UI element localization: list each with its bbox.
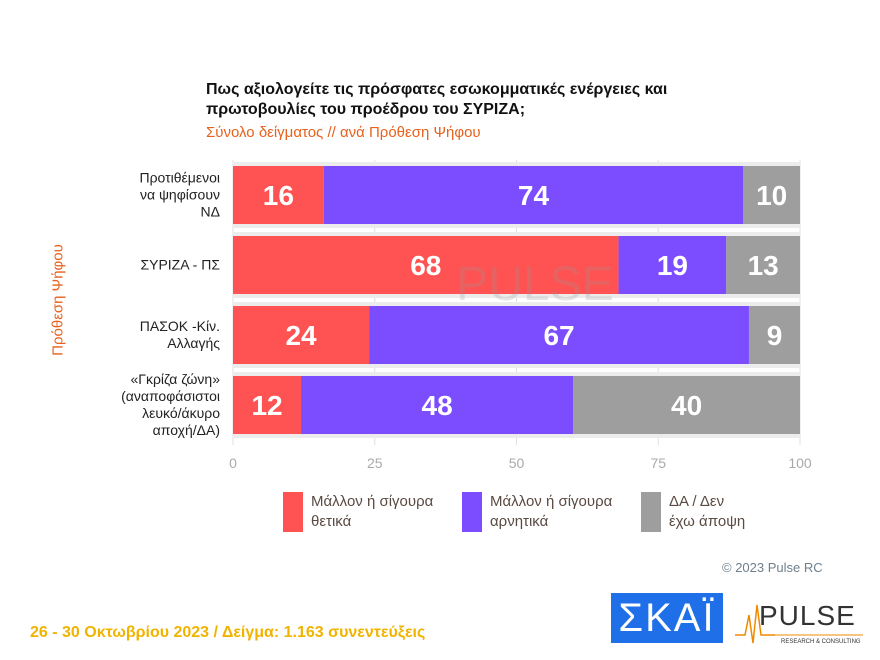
x-tick-label: 75 [650,455,666,471]
bar-segment [618,236,727,294]
bar-segment [743,166,800,224]
footer-date-sample: 26 - 30 Οκτωβρίου 2023 / Δείγμα: 1.163 σ… [30,624,426,641]
legend-swatch [641,492,661,532]
category-label: ΠΑΣΟΚ -Κίν. Αλλαγής [140,318,220,352]
bar-segment [233,236,619,294]
x-tick-label: 100 [788,455,812,471]
category-label-line: λευκό/άκυρο [142,405,220,421]
legend-label-line: Μάλλον ή σίγουρα [311,493,434,510]
x-tick-label: 25 [367,455,383,471]
data-label: 16 [263,180,294,211]
legend-label: Μάλλον ή σίγουρα θετικά [311,492,433,532]
pulse-logo: PULSE RESEARCH & CONSULTING [735,600,863,645]
legend-item: Μάλλον ή σίγουρα θετικά [283,492,433,532]
category-label-line: Αλλαγής [167,335,220,351]
category-label-line: (αναποφάσιστοι [121,388,220,404]
legend-swatch [462,492,482,532]
category-label-line: ΝΔ [200,203,220,220]
category-label: Προτιθέμενοι να ψηφίσουν ΝΔ [139,170,220,221]
data-label: 67 [543,320,574,351]
legend-label: ΔΑ / Δεν έχω άποψη [669,492,745,532]
legend-item: Μάλλον ή σίγουρα αρνητικά [462,492,612,532]
bar-segment [323,166,744,224]
x-tick-label: 50 [509,455,525,471]
svg-text:RESEARCH & CONSULTING: RESEARCH & CONSULTING [781,639,861,645]
legend-label-line: Μάλλον ή σίγουρα [490,493,613,510]
bar-segment [233,166,324,224]
chart-plot: 0 25 50 75 100 16 74 10 68 19 13 24 67 9 12 48 40 PULSE [229,160,812,471]
bar-segment [369,306,749,364]
data-label: 24 [285,320,317,351]
data-label: 12 [251,390,282,421]
bar-segment [233,376,302,434]
chart-title: Πως αξιολογείτε τις πρόσφατες εσωκομματι… [206,81,668,118]
category-label-line: «Γκρίζα ζώνη» [130,371,220,387]
svg-text:PULSE: PULSE [759,600,856,631]
skai-logo: ΣΚΑΪ [611,593,723,643]
data-label: 48 [422,390,453,421]
legend-label-line: ΔΑ / Δεν [669,493,725,510]
legend-label-line: έχω άποψη [669,513,746,530]
category-label: ΣΥΡΙΖΑ - ΠΣ [140,257,220,274]
x-tick-label: 0 [229,455,237,471]
chart-subtitle: Σύνολο δείγματος // ανά Πρόθεση Ψήφου [206,124,481,141]
bar-segment [573,376,800,434]
copyright: © 2023 Pulse RC [722,560,823,575]
category-label-line: αποχή/ΔΑ) [152,422,220,438]
data-label: 68 [410,250,441,281]
legend-label-line: αρνητικά [490,513,549,530]
data-label: 19 [657,250,688,281]
legend-label-line: θετικά [311,513,352,530]
data-label: 40 [671,390,702,421]
category-label-line: ΣΥΡΙΖΑ - ΠΣ [140,256,220,273]
category-label: «Γκρίζα ζώνη» (αναποφάσιστοι λευκό/άκυρο απ… [121,371,220,439]
data-label: 9 [767,320,783,351]
watermark: PULSE [456,258,613,311]
legend-swatch [283,492,303,532]
category-label-line: Προτιθέμενοι [139,169,220,186]
bar-segment [233,306,370,364]
legend-item: ΔΑ / Δεν έχω άποψη [641,492,745,532]
bar-segment [726,236,800,294]
data-label: 10 [756,180,787,211]
category-label-line: να ψηφίσουν [139,186,220,203]
data-label: 74 [518,180,550,211]
category-label-line: ΠΑΣΟΚ -Κίν. [139,318,220,334]
legend-label: Μάλλον ή σίγουρα αρνητικά [490,492,612,532]
bar-segment [301,376,574,434]
data-label: 13 [748,250,779,281]
bar-segment [748,306,800,364]
